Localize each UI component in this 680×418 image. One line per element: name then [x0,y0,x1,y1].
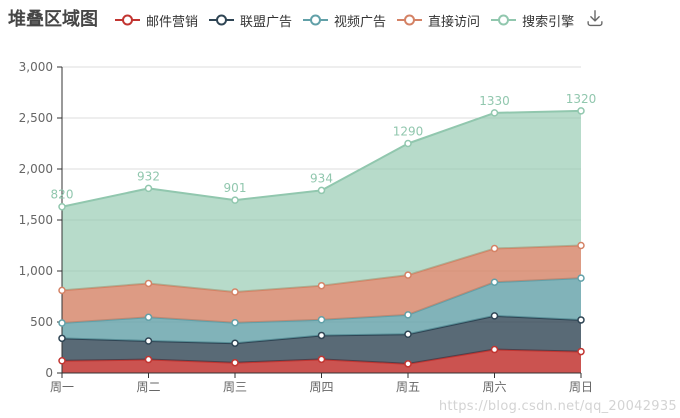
legend-line-marker-icon [491,14,517,26]
legend-item-搜索引擎[interactable]: 搜索引擎 [490,11,574,30]
legend-line-marker-icon [209,14,235,26]
series-points-邮件营销 [58,345,585,368]
chart-title: 堆叠区域图 [8,9,98,30]
legend-line-marker-icon [115,14,140,26]
y-axis-tick-label: 1,000 [19,264,53,278]
x-axis-tick-label: 周六 [482,380,506,394]
x-axis-tick-label: 周二 [136,380,160,394]
y-axis-tick-label: 500 [30,315,53,329]
point-value-label: 932 [137,169,160,183]
legend-item-视频广告[interactable]: 视频广告 [302,11,386,30]
legend-item-邮件营销[interactable]: 邮件营销 [114,11,198,30]
y-axis-tick-label: 1,500 [19,213,53,227]
y-axis-tick-label: 0 [45,366,53,380]
y-axis-tick-label: 2,500 [19,111,53,125]
series-points-搜索引擎 [58,107,585,211]
y-axis: 0 500 1,000 1,500 2,000 2,500 3,000 [19,60,63,380]
legend-item-联盟广告[interactable]: 联盟广告 [208,11,292,30]
legend-label: 直接访问 [428,14,481,30]
legend-label: 视频广告 [334,14,387,30]
legend: 邮件营销 联盟广告 视频广告 直接访问 搜索引擎 [104,11,574,30]
point-value-label: 934 [310,171,333,185]
point-value-label: 1320 [566,92,597,106]
watermark: https://blog.csdn.net/qq_20042935 [438,399,677,414]
legend-label: 搜索引擎 [522,14,575,30]
x-axis-tick-label: 周一 [50,380,74,394]
legend-line-marker-icon [397,14,423,26]
x-axis-tick-label: 周日 [569,380,593,394]
y-axis-tick-label: 2,000 [19,162,53,176]
toolbox [584,8,606,34]
download-icon[interactable] [584,8,606,30]
x-axis: 周一 周二 周三 周四 周五 周六 周日 [50,372,593,394]
series-value-labels: 820 932 901 934 1290 1330 1320 [51,92,597,202]
point-value-label: 820 [51,188,74,202]
legend-label: 联盟广告 [240,14,293,30]
point-value-label: 901 [224,181,247,195]
chart-header: 堆叠区域图 邮件营销 联盟广告 视频广告 直接访问 搜索引擎 [8,9,574,31]
legend-line-marker-icon [303,14,329,26]
point-value-label: 1330 [479,94,510,108]
series-points-联盟广告 [58,312,585,347]
point-value-label: 1290 [393,125,424,139]
legend-label: 邮件营销 [146,14,199,30]
x-axis-tick-label: 周四 [309,380,333,394]
series-points-直接访问 [58,241,585,296]
series-points-视频广告 [58,274,585,327]
x-axis-tick-label: 周三 [223,380,247,394]
y-axis-tick-label: 3,000 [19,60,53,74]
x-axis-tick-label: 周五 [396,380,420,394]
legend-item-直接访问[interactable]: 直接访问 [396,11,480,30]
